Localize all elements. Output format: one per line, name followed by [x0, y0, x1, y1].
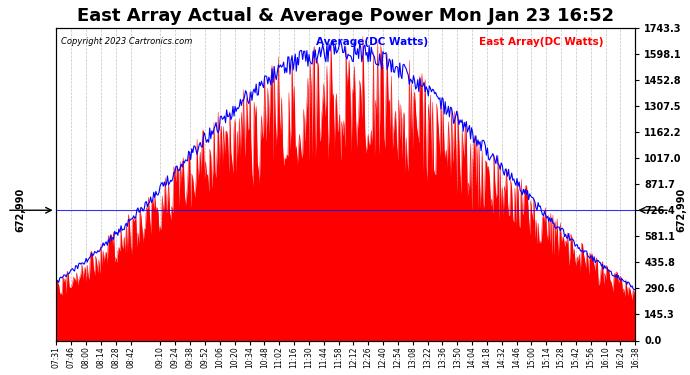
- Text: 672,990: 672,990: [16, 188, 26, 232]
- Text: Average(DC Watts): Average(DC Watts): [317, 37, 428, 47]
- Title: East Array Actual & Average Power Mon Jan 23 16:52: East Array Actual & Average Power Mon Ja…: [77, 7, 614, 25]
- Text: Copyright 2023 Cartronics.com: Copyright 2023 Cartronics.com: [61, 37, 193, 46]
- Text: East Array(DC Watts): East Array(DC Watts): [479, 37, 603, 47]
- Text: 672,990: 672,990: [677, 188, 687, 232]
